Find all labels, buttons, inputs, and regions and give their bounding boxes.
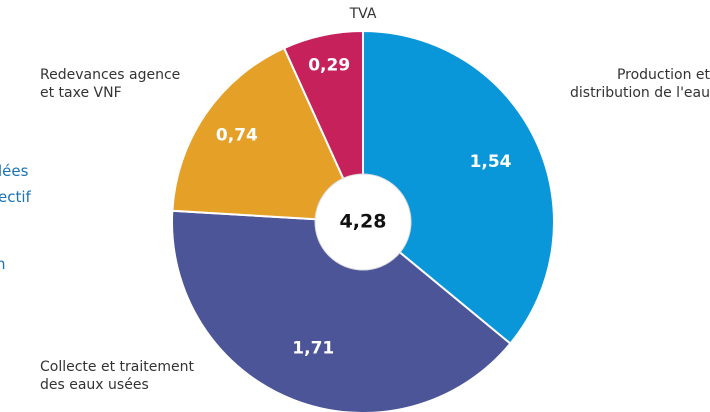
value-label: 1,71 <box>292 339 334 359</box>
side-text: ectif <box>0 188 31 206</box>
side-text: n <box>0 255 6 273</box>
slice <box>282 29 364 223</box>
category-label: Redevances agence et taxe VNF <box>40 67 181 101</box>
slice <box>171 46 365 224</box>
category-label: Collecte et traitement des eaux usées <box>40 359 194 393</box>
slice <box>171 209 512 412</box>
category-label: Production et distribution de l'eau <box>570 67 710 101</box>
value-label: 0,74 <box>216 125 258 145</box>
value-label: 1,54 <box>470 152 512 172</box>
value-label: 0,29 <box>308 56 350 76</box>
slice <box>362 29 555 345</box>
center-hole <box>314 173 412 271</box>
category-label: TVA <box>349 6 377 22</box>
side-text: lées <box>0 162 29 180</box>
center-label: 4,28 <box>340 211 387 233</box>
